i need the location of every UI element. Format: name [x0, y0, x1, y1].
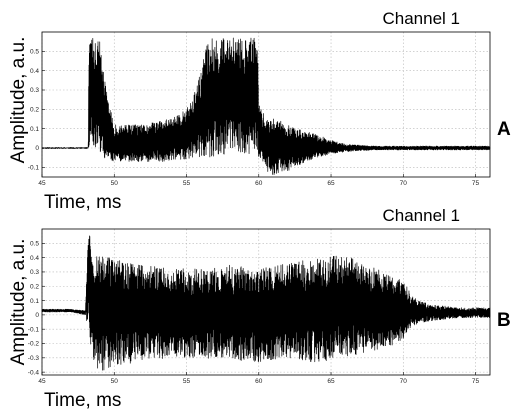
panel-b: Channel 1 Amplitude, a.u. Time, ms B -0.…	[8, 206, 511, 411]
panel-b-xtick-label: 45	[38, 378, 46, 385]
panel-a-xtick-label: 55	[183, 180, 191, 187]
panel-a-ytick-label: 0.4	[30, 68, 39, 75]
panel-b-ytick-label: 0.1	[30, 298, 39, 305]
panel-a-xtick-label: 70	[400, 180, 408, 187]
panel-b-ytick-label: -0.2	[28, 341, 40, 348]
panel-a-ytick-label: -0.1	[28, 165, 40, 172]
panel-b-ytick-label: 0.4	[30, 255, 39, 262]
panel-b-xtick-label: 55	[183, 378, 191, 385]
panel-b-ytick-label: -0.3	[28, 355, 40, 362]
panel-b-letter: B	[497, 310, 511, 331]
panel-b-xtick-label: 65	[327, 378, 335, 385]
panel-a-title: Channel 1	[382, 9, 460, 28]
panel-b-title: Channel 1	[382, 206, 460, 225]
panel-a-ytick-label: 0.1	[30, 126, 39, 133]
panel-b-ytick-label: 0.5	[30, 241, 39, 248]
panel-a-xtick-label: 45	[38, 180, 46, 187]
panel-b-ytick-label: 0	[35, 312, 39, 319]
panel-a: Channel 1 Amplitude, a.u. Time, ms A -0.…	[8, 9, 511, 213]
panel-a-ytick-label: 0.3	[30, 87, 39, 94]
panel-b-xtick-label: 70	[400, 378, 408, 385]
panel-a-xtick-label: 65	[327, 180, 335, 187]
panel-a-plot: -0.1 0 0.1 0.2 0.3 0.4 0.5 45 50 55 60 65 70 75	[28, 31, 491, 187]
panel-a-xtick-label: 50	[111, 180, 119, 187]
panel-a-ytick-label: 0.5	[30, 49, 39, 56]
panel-b-ytick-label: 0.3	[30, 269, 39, 276]
panel-b-signal-trace	[41, 235, 491, 371]
panel-b-xtick-label: 60	[255, 378, 263, 385]
panel-b-xtick-label: 75	[472, 378, 480, 385]
panel-a-xtick-label: 75	[472, 180, 480, 187]
panel-b-ytick-label: 0.2	[30, 283, 39, 290]
panel-a-ytick-label: 0.2	[30, 107, 39, 114]
panel-b-xtick-label: 50	[111, 378, 119, 385]
panel-a-xtick-label: 60	[255, 180, 263, 187]
panel-b-axes-box	[41, 228, 491, 376]
panel-b-xlabel: Time, ms	[44, 390, 121, 411]
panel-b-ylabel: Amplitude, a.u.	[8, 239, 29, 366]
panel-a-letter: A	[497, 119, 511, 140]
panel-a-ytick-label: 0	[35, 145, 39, 152]
panel-a-ylabel: Amplitude, a.u.	[8, 37, 29, 164]
panel-b-ytick-label: -0.4	[28, 369, 40, 376]
panel-b-ytick-label: -0.1	[28, 326, 40, 333]
panel-a-axes-box	[41, 31, 491, 178]
panel-a-xlabel: Time, ms	[44, 192, 121, 213]
panel-b-plot: -0.4 -0.3 -0.2 -0.1 0 0.1 0.2 0.3 0.4 0.5 45 50 55 60…	[28, 228, 491, 385]
panel-a-signal-trace	[41, 37, 491, 176]
